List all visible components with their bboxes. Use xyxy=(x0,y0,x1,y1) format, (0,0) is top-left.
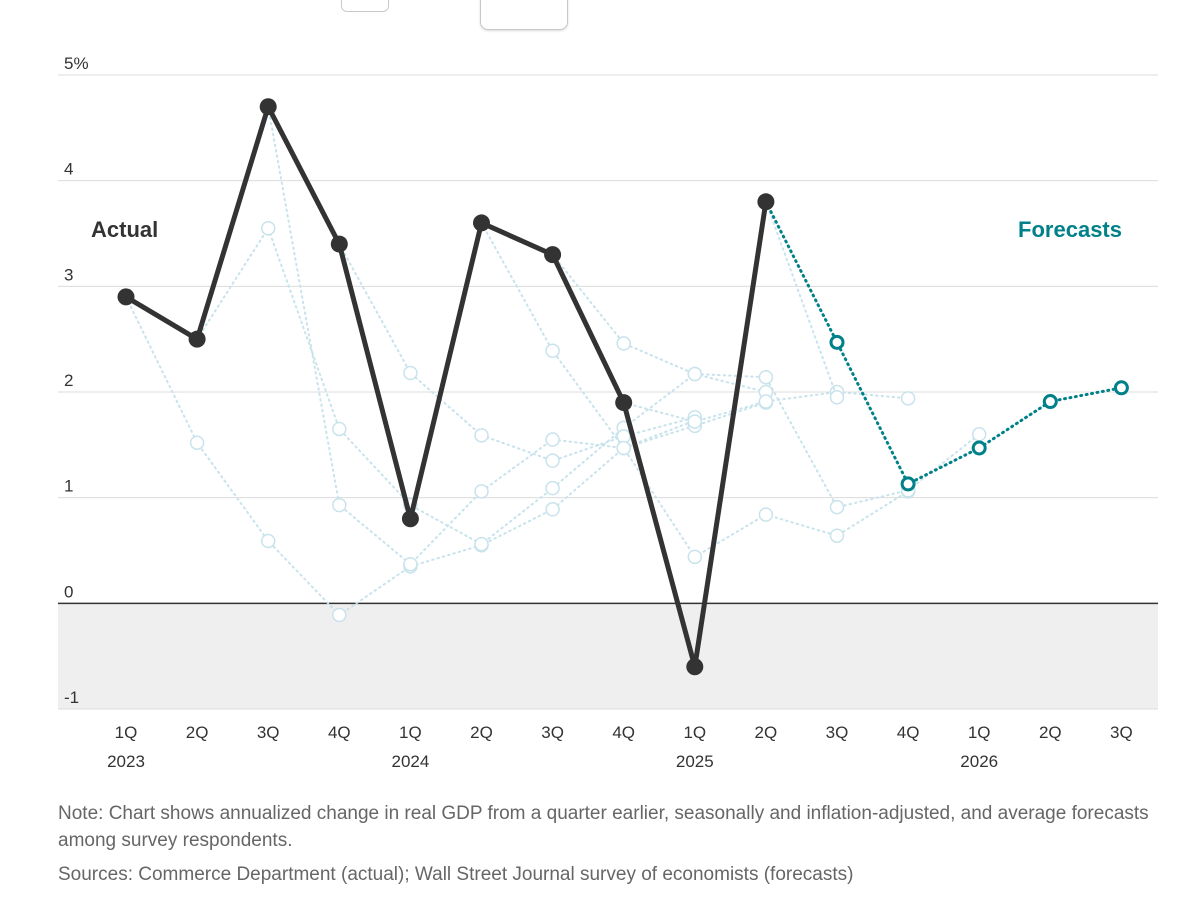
previous-forecast-point xyxy=(260,533,276,549)
previous-forecast-line xyxy=(622,390,910,423)
y-tick-label: 0 xyxy=(64,582,73,601)
previous-forecast-point xyxy=(616,440,631,456)
previous-forecast-line xyxy=(764,200,838,399)
x-year-label: 2025 xyxy=(676,752,714,771)
previous-forecast-point xyxy=(829,528,845,543)
x-tick-label: 3Q xyxy=(257,723,280,742)
chart-toggle-button[interactable] xyxy=(480,0,568,30)
actual-point xyxy=(330,235,348,253)
previous-forecast-point xyxy=(758,394,774,409)
actual-point xyxy=(117,288,135,306)
x-tick-label: 4Q xyxy=(328,723,351,742)
previous-forecast-point xyxy=(545,453,560,468)
previous-forecast-point xyxy=(260,220,276,236)
previous-forecast-point xyxy=(474,484,489,499)
actual-point xyxy=(473,214,490,232)
previous-forecast-point xyxy=(474,536,489,552)
actual-point xyxy=(188,330,206,348)
x-year-label: 2024 xyxy=(391,752,429,771)
previous-forecast-point xyxy=(545,432,560,447)
chart-sources: Sources: Commerce Department (actual); W… xyxy=(58,864,854,885)
x-tick-label: 3Q xyxy=(541,723,564,742)
y-tick-label: 3 xyxy=(64,265,73,284)
previous-forecast-point xyxy=(403,365,418,381)
y-tick-label: -1 xyxy=(64,688,79,707)
forecast-point xyxy=(829,334,845,350)
actual-point xyxy=(259,98,277,116)
forecast-line xyxy=(764,200,1123,486)
previous-forecast-point xyxy=(189,435,205,450)
x-tick-label: 4Q xyxy=(612,723,635,742)
x-tick-label: 1Q xyxy=(399,723,422,742)
previous-forecast-point xyxy=(403,556,418,572)
x-tick-label: 2Q xyxy=(1039,723,1062,742)
chart-toggle-button[interactable] xyxy=(341,0,389,12)
x-tick-label: 1Q xyxy=(115,723,138,742)
previous-forecast-point xyxy=(332,497,347,513)
x-tick-label: 3Q xyxy=(826,723,849,742)
previous-forecast-point xyxy=(545,502,560,517)
chart-note: Note: Chart shows annualized change in r… xyxy=(58,803,1149,851)
y-tick-label: 2 xyxy=(64,371,73,390)
previous-forecast-line xyxy=(338,243,696,462)
x-tick-label: 2Q xyxy=(186,723,209,742)
x-tick-label: 1Q xyxy=(683,723,706,742)
actual-point xyxy=(757,193,775,211)
previous-forecast-point xyxy=(900,391,916,406)
negative-region xyxy=(58,603,1158,709)
previous-forecast-point xyxy=(616,336,631,351)
previous-forecast-point xyxy=(687,414,703,429)
x-tick-label: 2Q xyxy=(470,723,493,742)
previous-forecast-point xyxy=(332,421,347,437)
previous-forecast-point xyxy=(545,343,560,359)
actual-point xyxy=(686,658,704,676)
annotation-forecasts: Forecasts xyxy=(1018,217,1122,242)
previous-forecast-point xyxy=(474,428,489,443)
previous-forecast-point xyxy=(758,507,774,522)
gdp-line-chart: 5% 4 3 2 1 0 -1 1Q 2Q 3Q 4Q 1Q 2Q 3Q 4Q 1Q 2Q 3Q 4Q 1Q 2Q 3Q 2… xyxy=(58,54,1158,771)
previous-forecast-point xyxy=(332,607,347,623)
actual-point xyxy=(401,510,419,528)
x-year-label: 2026 xyxy=(960,752,998,771)
actual-line xyxy=(123,104,769,670)
x-tick-label: 3Q xyxy=(1110,723,1133,742)
previous-forecast-point xyxy=(971,427,987,442)
forecast-point xyxy=(1042,394,1058,410)
y-tick-label: 1 xyxy=(64,477,73,496)
forecast-point xyxy=(900,476,916,492)
previous-forecast-point xyxy=(829,390,845,405)
forecast-point xyxy=(971,440,987,456)
previous-forecast-point xyxy=(758,369,774,385)
previous-forecast-point xyxy=(545,480,560,496)
annotation-actual: Actual xyxy=(91,217,158,242)
y-tick-label: 5% xyxy=(64,54,89,73)
x-year-label: 2023 xyxy=(107,752,145,771)
previous-forecast-point xyxy=(687,549,703,565)
actual-point xyxy=(544,246,562,264)
previous-forecast-point xyxy=(687,366,703,382)
forecast-point xyxy=(1113,380,1129,396)
x-tick-label: 2Q xyxy=(755,723,778,742)
x-tick-label: 1Q xyxy=(968,723,991,742)
actual-point xyxy=(615,394,633,412)
x-tick-label: 4Q xyxy=(897,723,920,742)
y-tick-label: 4 xyxy=(64,160,73,179)
previous-forecast-point xyxy=(829,499,845,515)
